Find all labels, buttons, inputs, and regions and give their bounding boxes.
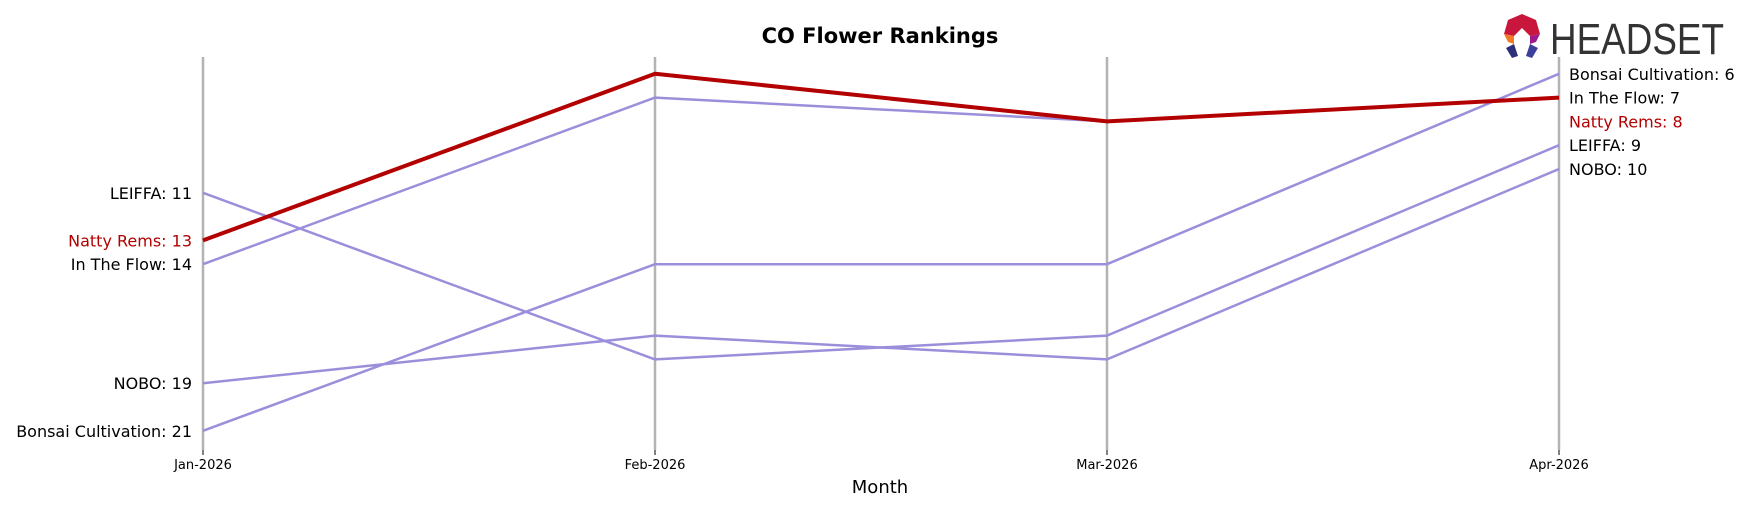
series-line-natty-rems (202, 71, 1560, 243)
x-tick-label-Feb-2026: Feb-2026 (625, 458, 686, 473)
series-line-in-the-flow (202, 96, 1560, 266)
start-label-in-the-flow: In The Flow: 14 (71, 255, 192, 274)
start-label-bonsai-cultivation: Bonsai Cultivation: 21 (16, 422, 192, 441)
end-label-natty-rems: Natty Rems: 8 (1569, 112, 1683, 131)
headset-logo: HEADSET (1504, 14, 1724, 62)
series-line-leiffa (202, 144, 1560, 361)
x-tick-label-Jan-2026: Jan-2026 (173, 458, 232, 473)
end-label-in-the-flow: In The Flow: 7 (1569, 89, 1680, 108)
x-axis-label: Month (852, 477, 908, 498)
end-label-nobo: NOBO: 10 (1569, 160, 1647, 179)
x-tick-label-Mar-2026: Mar-2026 (1076, 458, 1137, 473)
end-label-bonsai-cultivation: Bonsai Cultivation: 6 (1569, 65, 1735, 84)
start-label-leiffa: LEIFFA: 11 (110, 184, 192, 203)
start-label-nobo: NOBO: 19 (114, 374, 192, 393)
chart-title: CO Flower Rankings (762, 24, 999, 48)
headset-wordmark: HEADSET (1550, 15, 1724, 62)
series-line-nobo (202, 167, 1560, 385)
series-line-bonsai-cultivation (202, 72, 1560, 432)
start-label-natty-rems: Natty Rems: 13 (68, 231, 192, 250)
end-label-leiffa: LEIFFA: 9 (1569, 136, 1641, 155)
headset-logo-icon (1504, 14, 1540, 58)
x-tick-label-Apr-2026: Apr-2026 (1529, 458, 1588, 473)
